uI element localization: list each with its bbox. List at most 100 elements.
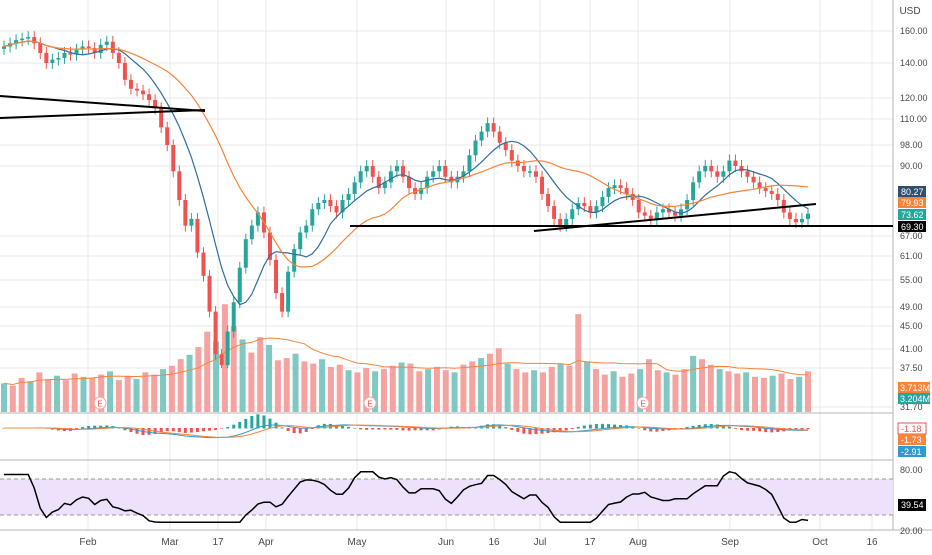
price-pane	[2, 31, 810, 368]
macd-histogram-bar	[649, 428, 653, 432]
macd-histogram-bar	[600, 423, 604, 429]
candle-body	[503, 142, 508, 151]
candle-body	[116, 52, 121, 63]
volume-bar	[204, 331, 211, 412]
time-tick-label: Jun	[438, 537, 454, 548]
candle-body	[449, 176, 454, 183]
candle-body	[588, 206, 593, 213]
candle-body	[606, 188, 611, 197]
volume-bar	[513, 369, 520, 412]
macd-histogram-bar	[558, 428, 562, 432]
macd-histogram-bar	[377, 428, 381, 430]
candle-body	[673, 212, 678, 216]
candle-body	[183, 199, 188, 226]
time-tick-label: Aug	[629, 537, 647, 548]
macd-pane	[2, 414, 810, 439]
price-tick-label: 160.00	[900, 26, 928, 36]
macd-histogram-bar	[691, 425, 695, 429]
macd-histogram-bar	[99, 425, 103, 429]
candle-body	[213, 311, 218, 355]
candle-body	[775, 193, 780, 200]
volume-bar	[716, 369, 723, 412]
candle-body	[255, 212, 260, 226]
candle-body	[189, 218, 194, 226]
candle-body	[201, 252, 206, 276]
candle-body	[274, 259, 279, 294]
volume-bar	[115, 380, 122, 412]
macd-badge	[898, 446, 926, 457]
macd-histogram-bar	[189, 428, 193, 433]
candle-body	[806, 213, 810, 219]
macd-histogram-bar	[214, 428, 218, 430]
volume-bar	[89, 377, 96, 412]
volume-bar	[539, 372, 546, 412]
candle-body	[467, 155, 472, 172]
time-tick-label: Apr	[258, 537, 274, 548]
candle-body	[709, 166, 714, 172]
volume-bar	[760, 377, 767, 412]
candle-body	[521, 166, 526, 172]
candle-body	[358, 171, 363, 183]
candle-body	[44, 52, 49, 63]
trendlines[interactable]	[0, 95, 893, 232]
volume-bar	[743, 372, 750, 412]
volume-bar	[566, 365, 573, 412]
candle-body	[491, 123, 496, 132]
candle-body	[388, 171, 393, 183]
candle-body	[86, 46, 91, 49]
candle-body	[328, 199, 333, 207]
macd-histogram-bar	[81, 427, 85, 429]
candle-body	[751, 176, 756, 183]
candle-body	[666, 209, 671, 213]
macd-histogram-bar	[341, 425, 345, 429]
candle-body	[110, 41, 115, 53]
volume-bar	[663, 372, 670, 412]
time-tick-label: 17	[212, 537, 224, 548]
candle-body	[479, 131, 484, 141]
macd-histogram-bar	[353, 427, 357, 429]
candle-body	[697, 171, 702, 183]
macd-histogram-bar	[806, 428, 810, 430]
candle-body	[691, 182, 696, 200]
time-tick-label: Oct	[812, 537, 828, 548]
volume-bar	[690, 355, 697, 412]
candle-body	[533, 171, 538, 177]
price-badge	[898, 221, 926, 232]
candle-body	[600, 196, 605, 207]
candle-body	[334, 206, 339, 213]
volume-bar	[380, 369, 387, 412]
macd-histogram-bar	[371, 428, 375, 430]
macd-histogram-bar	[419, 428, 423, 431]
macd-histogram-bar	[395, 428, 399, 430]
candle-body	[660, 209, 665, 213]
volume-bar	[239, 339, 246, 412]
macd-histogram-bar	[135, 428, 139, 434]
time-axis[interactable]: Feb Mar 17 Apr May Jun 16 Jul 17 Aug Sep Oct 16	[79, 537, 878, 548]
candle-body	[679, 209, 684, 216]
macd-histogram-bar	[328, 423, 332, 429]
price-badge	[898, 186, 926, 197]
volume-bar	[672, 374, 679, 412]
candle-body	[2, 46, 6, 49]
candle-body	[703, 166, 708, 172]
macd-histogram-bar	[764, 428, 768, 433]
macd-histogram-bar	[177, 428, 181, 433]
rsi-line	[4, 470, 809, 523]
volume-badge-label: 3.204M	[900, 394, 930, 404]
candle-body	[364, 166, 369, 172]
volume-bar	[168, 365, 175, 412]
earnings-marker	[636, 396, 650, 410]
candle-body	[20, 38, 25, 41]
candle-body	[219, 354, 224, 366]
price-tick-label: 37.50	[900, 363, 923, 373]
candle-body	[249, 225, 254, 240]
candle-body	[757, 182, 762, 189]
candle-body	[570, 209, 575, 219]
volume-bar	[9, 385, 16, 412]
macd-histogram-bar	[685, 426, 689, 429]
price-axis[interactable]: 160.00140.00120.00110.0098.0090.0067.006…	[897, 26, 930, 536]
candle-body	[473, 140, 478, 156]
candle-body	[352, 182, 357, 194]
